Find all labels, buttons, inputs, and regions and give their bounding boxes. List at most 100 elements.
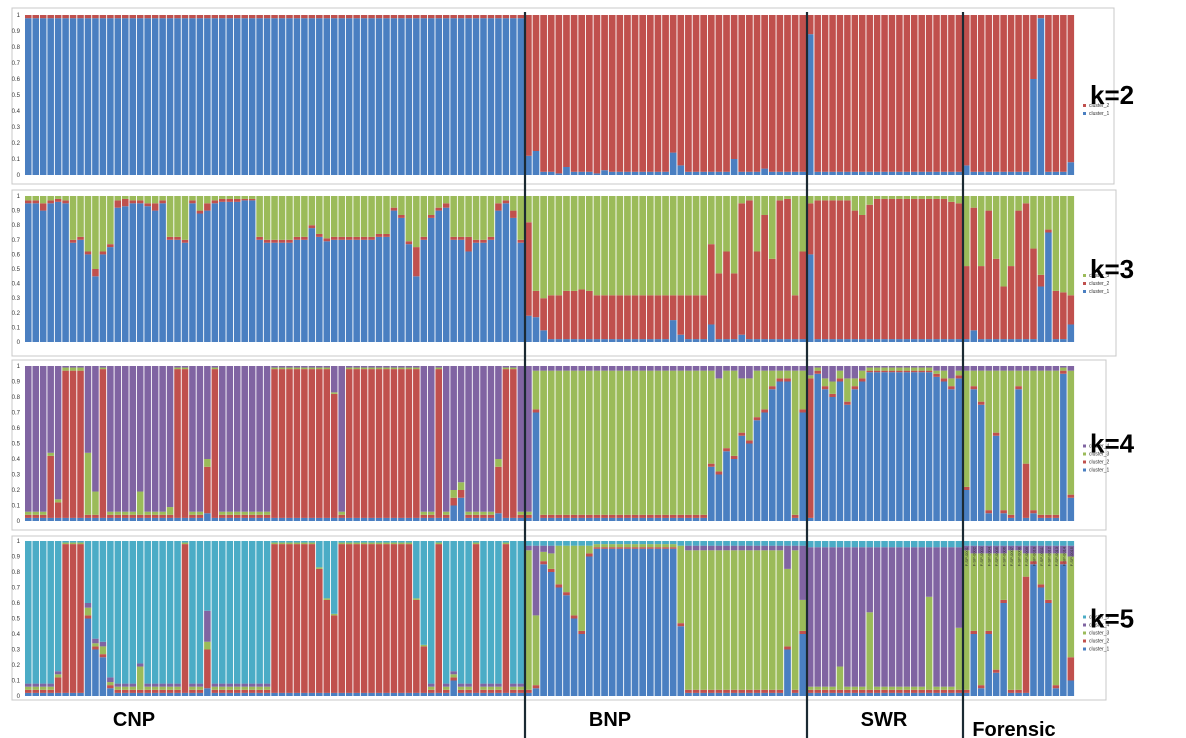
bar-segment-cluster_2 [918, 198, 925, 340]
bar-segment-cluster_1 [263, 517, 271, 521]
bar-segment-cluster_2 [1000, 599, 1007, 603]
bar-segment-cluster_3 [174, 196, 181, 237]
bar-segment-cluster_4 [624, 366, 631, 371]
bar-segment-cluster_3 [866, 367, 873, 371]
bar-segment-cluster_3 [955, 627, 963, 690]
bar-segment-cluster_1 [129, 18, 137, 176]
bar-segment-cluster_2 [948, 386, 955, 390]
bar-segment-cluster_2 [375, 369, 383, 518]
bar-segment-cluster_1 [159, 18, 166, 176]
bar-segment-cluster_1 [881, 339, 888, 342]
bar-segment-cluster_1 [677, 626, 685, 696]
bar-segment-cluster_2 [776, 378, 784, 382]
bar-segment-cluster_2 [330, 236, 338, 240]
bar-segment-cluster_1 [219, 517, 226, 521]
bar-segment-cluster_4 [963, 545, 970, 551]
bar-segment-cluster_1 [723, 692, 730, 696]
bar-segment-cluster_2 [316, 568, 323, 693]
bar-segment-cluster_1 [427, 217, 435, 342]
bar-segment-cluster_4 [933, 547, 940, 687]
bar-segment-cluster_2 [166, 236, 174, 240]
bar-segment-cluster_1 [624, 339, 631, 342]
bar-segment-cluster_2 [608, 15, 616, 172]
bar-segment-cluster_1 [457, 239, 465, 342]
bar-segment-cluster_3 [746, 196, 753, 201]
bar-segment-cluster_1 [1067, 324, 1075, 342]
bar-segment-cluster_2 [761, 409, 768, 413]
bar-segment-cluster_5 [181, 541, 189, 543]
bar-segment-cluster_1 [768, 171, 776, 175]
legend-label: cluster_4 [1089, 623, 1110, 629]
bar-segment-cluster_3 [62, 367, 69, 371]
bar-segment-cluster_3 [323, 196, 331, 239]
bar-segment-cluster_1 [256, 517, 263, 521]
bar-segment-cluster_3 [896, 686, 903, 690]
bar-segment-cluster_1 [345, 18, 353, 176]
bar-segment-cluster_4 [1037, 366, 1045, 371]
bar-segment-cluster_1 [211, 517, 219, 521]
bar-segment-cluster_1 [122, 517, 129, 521]
bar-segment-cluster_3 [233, 511, 241, 515]
bar-segment-cluster_2 [136, 15, 144, 19]
bar-segment-cluster_2 [25, 200, 32, 204]
legend-label: cluster_3 [1089, 631, 1110, 637]
bar-segment-cluster_3 [39, 196, 47, 204]
bar-segment-cluster_4 [77, 366, 84, 368]
bar-segment-cluster_2 [427, 15, 435, 19]
bar-segment-cluster_2 [84, 251, 92, 255]
bar-segment-cluster_2 [585, 290, 593, 340]
bar-segment-cluster_2 [308, 369, 316, 518]
bar-segment-cluster_1 [646, 517, 654, 521]
bar-segment-cluster_2 [821, 200, 829, 340]
bar-segment-cluster_4 [738, 545, 746, 551]
bar-segment-cluster_2 [122, 689, 129, 693]
bar-segment-cluster_3 [948, 196, 955, 202]
bar-segment-cluster_3 [1030, 370, 1037, 511]
bar-segment-cluster_2 [1000, 286, 1007, 340]
bar-segment-cluster_3 [286, 367, 293, 370]
bar-segment-cluster_3 [144, 511, 151, 515]
bar-segment-cluster_2 [435, 544, 443, 693]
bar-segment-cluster_2 [1022, 15, 1030, 172]
bar-segment-cluster_1 [189, 18, 196, 176]
bar-segment-cluster_1 [829, 171, 836, 175]
bar-segment-cluster_1 [189, 517, 196, 521]
bar-segment-cluster_3 [616, 370, 624, 515]
bar-segment-cluster_2 [69, 370, 77, 518]
bar-segment-cluster_1 [413, 276, 420, 342]
y-tick-label: 0.5 [12, 442, 21, 448]
bar-segment-cluster_2 [1060, 561, 1067, 565]
bar-segment-cluster_1 [918, 372, 925, 521]
bar-segment-cluster_2 [918, 689, 925, 693]
k-label: k=4 [1090, 429, 1135, 459]
bar-segment-cluster_3 [129, 686, 137, 690]
bar-segment-cluster_3 [435, 196, 443, 208]
bar-segment-cluster_4 [457, 683, 465, 687]
bar-segment-cluster_3 [992, 553, 1000, 670]
bar-segment-cluster_1 [829, 692, 836, 696]
bar-segment-cluster_2 [271, 544, 278, 693]
bar-segment-cluster_4 [211, 683, 219, 687]
bar-segment-cluster_1 [211, 692, 219, 696]
bar-segment-cluster_2 [144, 15, 151, 19]
bar-segment-cluster_3 [1060, 367, 1067, 371]
bar-segment-cluster_3 [472, 542, 480, 545]
bar-segment-cluster_1 [873, 339, 881, 342]
bar-segment-cluster_1 [578, 339, 586, 342]
bar-segment-cluster_3 [1030, 553, 1037, 562]
bar-segment-cluster_1 [525, 155, 532, 175]
bar-segment-cluster_5 [753, 541, 761, 546]
bar-segment-cluster_4 [450, 671, 457, 675]
bar-segment-cluster_3 [866, 196, 873, 205]
bar-segment-cluster_5 [338, 541, 345, 543]
bar-segment-cluster_3 [316, 367, 323, 370]
bar-segment-cluster_1 [144, 18, 151, 176]
bar-segment-cluster_2 [896, 370, 903, 373]
bar-segment-cluster_3 [465, 196, 472, 237]
bar-segment-cluster_3 [211, 196, 219, 201]
bar-segment-cluster_2 [1000, 15, 1007, 172]
bar-segment-cluster_2 [738, 432, 746, 436]
bar-segment-cluster_3 [540, 370, 547, 515]
bar-segment-cluster_2 [525, 222, 532, 316]
bar-segment-cluster_1 [278, 242, 286, 342]
